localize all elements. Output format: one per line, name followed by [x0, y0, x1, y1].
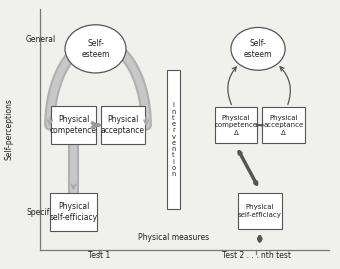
- Text: General: General: [26, 35, 56, 44]
- FancyBboxPatch shape: [238, 193, 282, 229]
- Text: Specific: Specific: [26, 208, 56, 217]
- FancyBboxPatch shape: [215, 107, 257, 143]
- Circle shape: [65, 25, 126, 73]
- FancyBboxPatch shape: [262, 107, 305, 143]
- FancyBboxPatch shape: [101, 107, 144, 144]
- Text: Physical
competence: Physical competence: [50, 115, 97, 135]
- FancyBboxPatch shape: [167, 70, 180, 210]
- Text: I
n
t
e
r
v
e
n
t
i
o
n: I n t e r v e n t i o n: [171, 102, 175, 177]
- Circle shape: [231, 27, 285, 70]
- FancyBboxPatch shape: [51, 107, 96, 144]
- Text: Physical
acceptance: Physical acceptance: [101, 115, 144, 135]
- Text: Test 1: Test 1: [88, 251, 110, 260]
- Text: Physical measures: Physical measures: [138, 233, 209, 242]
- Text: Physical
acceptance
Δ: Physical acceptance Δ: [263, 115, 304, 136]
- Text: Test 2 . . . nth test: Test 2 . . . nth test: [222, 251, 291, 260]
- Text: Physical
self-efficiacy: Physical self-efficiacy: [238, 204, 282, 218]
- Text: Self-
esteem: Self- esteem: [81, 39, 110, 59]
- Text: Self-
esteem: Self- esteem: [244, 39, 272, 59]
- FancyBboxPatch shape: [50, 193, 97, 231]
- Text: Physical
self-efficiacy: Physical self-efficiacy: [49, 202, 98, 222]
- Text: Self-perceptions: Self-perceptions: [5, 98, 14, 160]
- Text: Physical
competence
Δ: Physical competence Δ: [215, 115, 258, 136]
